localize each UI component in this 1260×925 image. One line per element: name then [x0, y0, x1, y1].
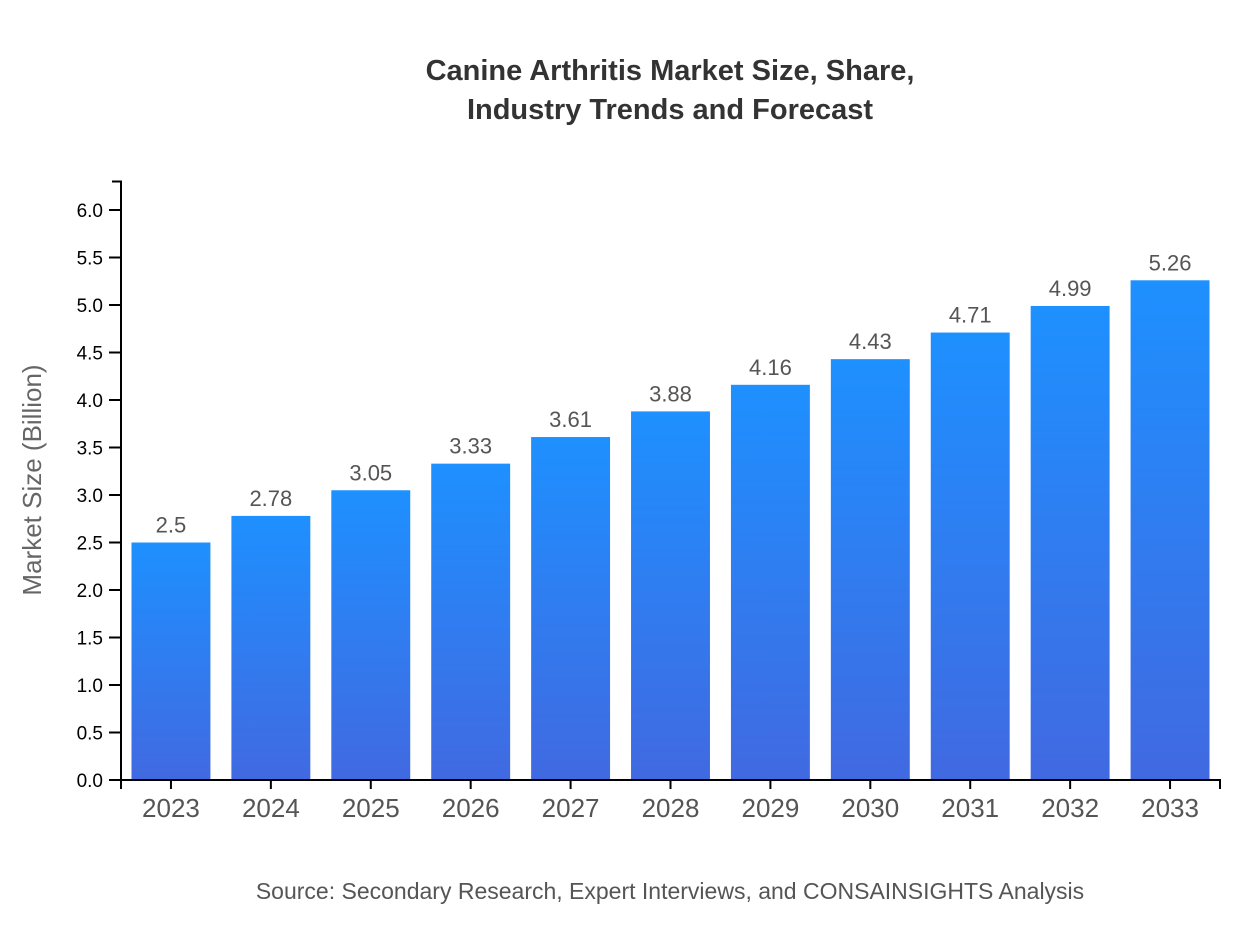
- bar-2031: [930, 332, 1010, 780]
- data-label-2026: 3.33: [449, 434, 492, 459]
- y-tick-label-5.5: 5.5: [77, 249, 103, 270]
- source-note: Source: Secondary Research, Expert Inter…: [256, 878, 1084, 904]
- x-axis-line: [120, 779, 1221, 789]
- x-tick-label-2033: 2033: [1141, 793, 1199, 823]
- data-label-2028: 3.88: [649, 381, 692, 406]
- x-tick-label-2027: 2027: [542, 793, 600, 823]
- x-tick-label-2028: 2028: [642, 793, 700, 823]
- data-label-2033: 5.26: [1149, 250, 1192, 275]
- y-tick-label-2.0: 2.0: [77, 581, 103, 602]
- y-tick-label-5.0: 5.0: [77, 296, 103, 317]
- y-tick-label-0.5: 0.5: [77, 724, 103, 745]
- bar-2023: [131, 542, 211, 780]
- y-tick-label-0.0: 0.0: [77, 771, 103, 792]
- bar-2033: [1130, 280, 1210, 780]
- bar-2024: [231, 515, 311, 780]
- data-label-2030: 4.43: [849, 329, 892, 354]
- y-tick-label-4.0: 4.0: [77, 391, 103, 412]
- x-tick-label-2030: 2030: [841, 793, 899, 823]
- bar-2030: [830, 359, 910, 780]
- data-label-2031: 4.71: [949, 303, 992, 328]
- y-axis-line: [112, 180, 122, 781]
- data-label-2027: 3.61: [549, 407, 592, 432]
- y-tick-label-3.0: 3.0: [77, 486, 103, 507]
- y-tick-label-1.0: 1.0: [77, 676, 103, 697]
- chart-title-line-2: Industry Trends and Forecast: [467, 94, 873, 126]
- data-label-2024: 2.78: [249, 486, 292, 511]
- data-label-2029: 4.16: [749, 355, 792, 380]
- x-tick-label-2023: 2023: [142, 793, 200, 823]
- y-tick-label-6.0: 6.0: [77, 201, 103, 222]
- chart-title-line-1: Canine Arthritis Market Size, Share,: [426, 55, 915, 87]
- y-tick-label-3.5: 3.5: [77, 439, 103, 460]
- y-tick-label-4.5: 4.5: [77, 344, 103, 365]
- data-label-2023: 2.5: [156, 513, 187, 538]
- bar-2028: [631, 411, 710, 780]
- x-tick-label-2031: 2031: [941, 793, 999, 823]
- bar-2026: [431, 463, 511, 780]
- bar-2029: [730, 384, 810, 780]
- data-label-2032: 4.99: [1049, 276, 1092, 301]
- data-label-2025: 3.05: [349, 460, 392, 485]
- y-tick-label-1.5: 1.5: [77, 629, 103, 650]
- x-tick-label-2029: 2029: [741, 793, 799, 823]
- bar-2032: [1030, 305, 1110, 780]
- bar-2025: [331, 490, 411, 780]
- bar-2027: [531, 437, 611, 780]
- x-tick-label-2025: 2025: [342, 793, 400, 823]
- y-axis-label: Market Size (Billion): [17, 364, 47, 595]
- x-tick-label-2032: 2032: [1041, 793, 1099, 823]
- x-tick-label-2024: 2024: [242, 793, 300, 823]
- x-tick-label-2026: 2026: [442, 793, 500, 823]
- y-tick-label-2.5: 2.5: [77, 534, 103, 555]
